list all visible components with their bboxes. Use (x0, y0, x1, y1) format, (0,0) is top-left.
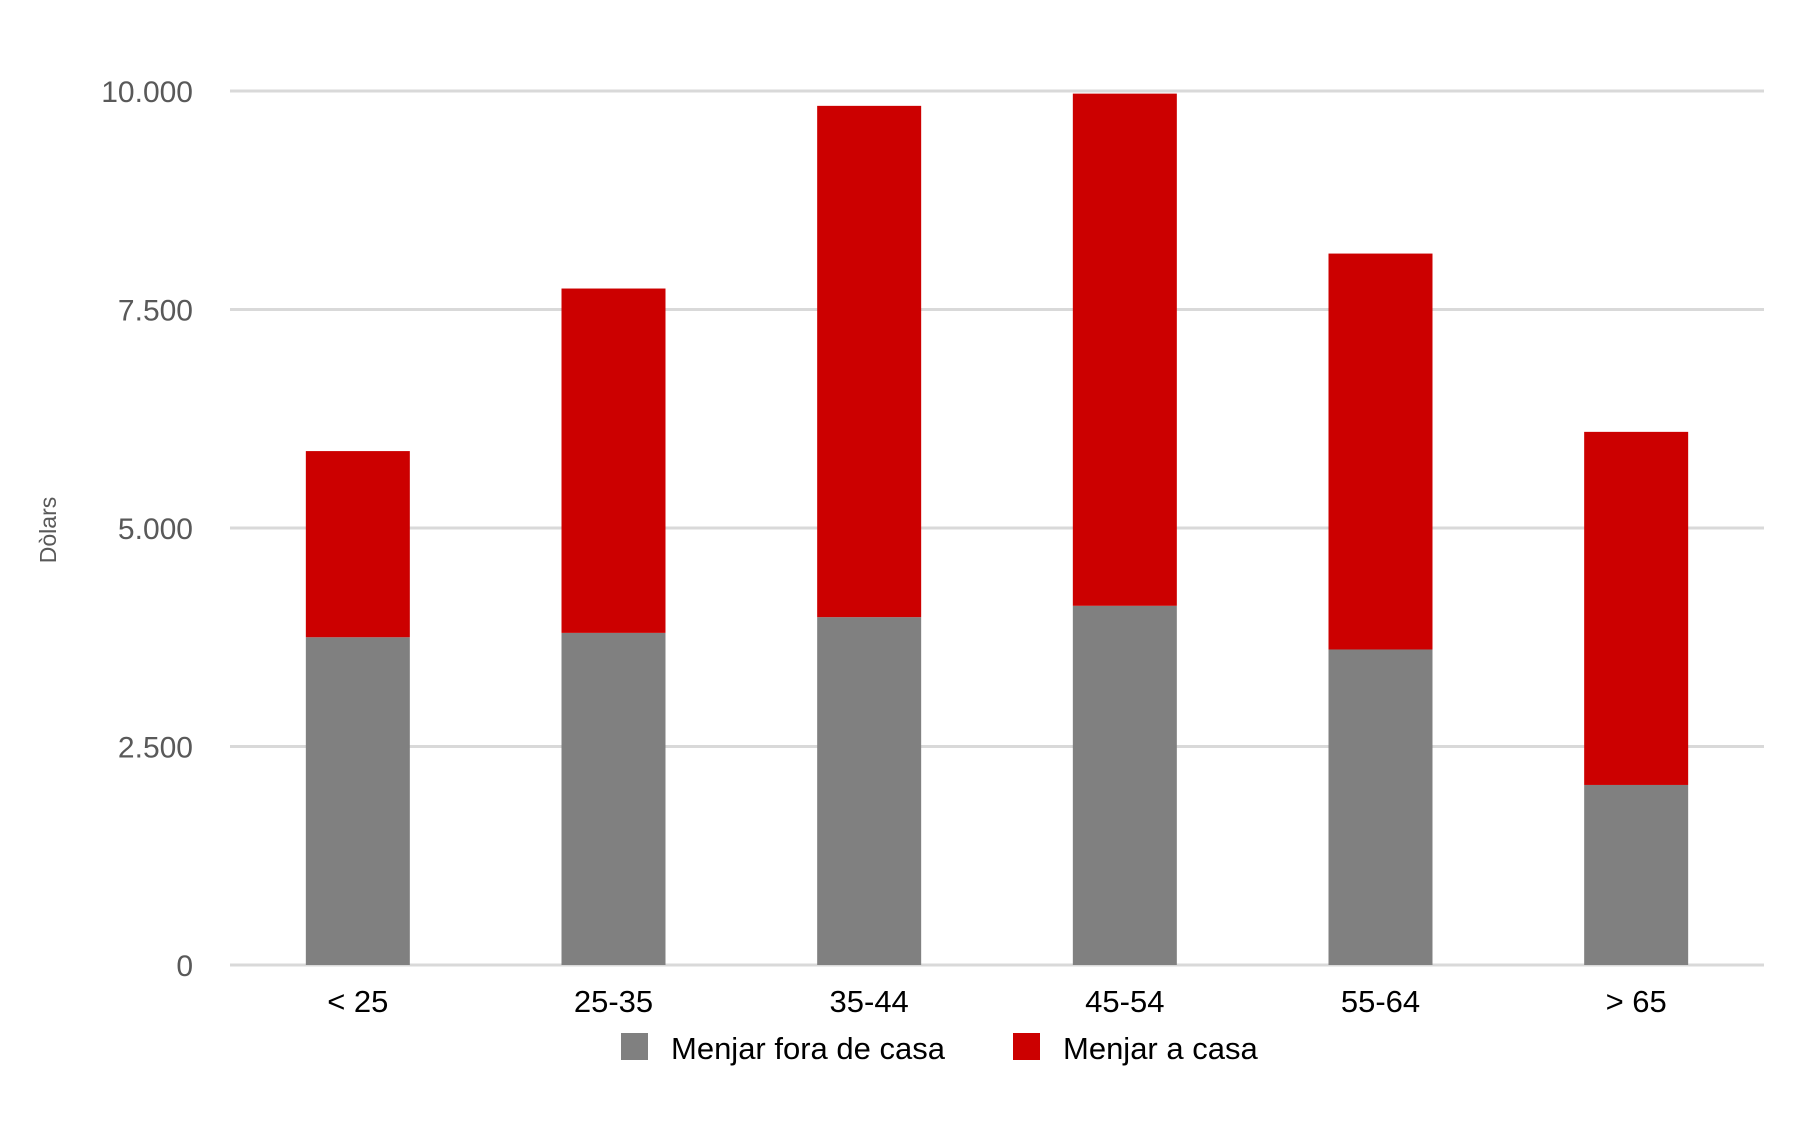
y-tick-label: 0 (176, 950, 193, 983)
x-tick-label: 25-35 (574, 984, 653, 1019)
bars (305, 93, 1689, 965)
legend-label: Menjar fora de casa (671, 1031, 946, 1066)
legend-swatch (621, 1033, 648, 1060)
bar-menjar-fora-de-casa (817, 617, 922, 965)
bar-menjar-a-casa (817, 105, 922, 618)
x-tick-label: < 25 (327, 984, 388, 1019)
bar-menjar-a-casa (1584, 431, 1689, 785)
legend-swatch (1013, 1033, 1040, 1060)
legend-label: Menjar a casa (1063, 1031, 1258, 1066)
x-tick-label: 55-64 (1341, 984, 1420, 1019)
bar-menjar-a-casa (305, 451, 410, 638)
bar-menjar-a-casa (1328, 253, 1433, 650)
bar-menjar-fora-de-casa (1072, 605, 1177, 965)
bar-menjar-a-casa (1072, 93, 1177, 606)
x-tick-label: > 65 (1606, 984, 1667, 1019)
bar-menjar-fora-de-casa (305, 637, 410, 965)
y-tick-label: 10.000 (101, 76, 193, 109)
y-axis-ticks: 0 2.500 5.000 7.500 10.000 (101, 76, 193, 983)
legend: Menjar fora de casa Menjar a casa (621, 1031, 1258, 1066)
y-axis-title: Dòlars (35, 497, 61, 563)
y-tick-label: 5.000 (118, 513, 193, 546)
y-tick-label: 7.500 (118, 295, 193, 328)
bar-menjar-fora-de-casa (1328, 649, 1433, 965)
x-tick-label: 35-44 (830, 984, 909, 1019)
bar-menjar-a-casa (561, 288, 666, 633)
y-tick-label: 2.500 (118, 732, 193, 765)
bar-menjar-fora-de-casa (1584, 784, 1689, 965)
x-axis-ticks: < 25 25-35 35-44 45-54 55-64 > 65 (327, 984, 1667, 1019)
x-tick-label: 45-54 (1085, 984, 1164, 1019)
gridlines (230, 89, 1764, 967)
bar-menjar-fora-de-casa (561, 632, 666, 965)
